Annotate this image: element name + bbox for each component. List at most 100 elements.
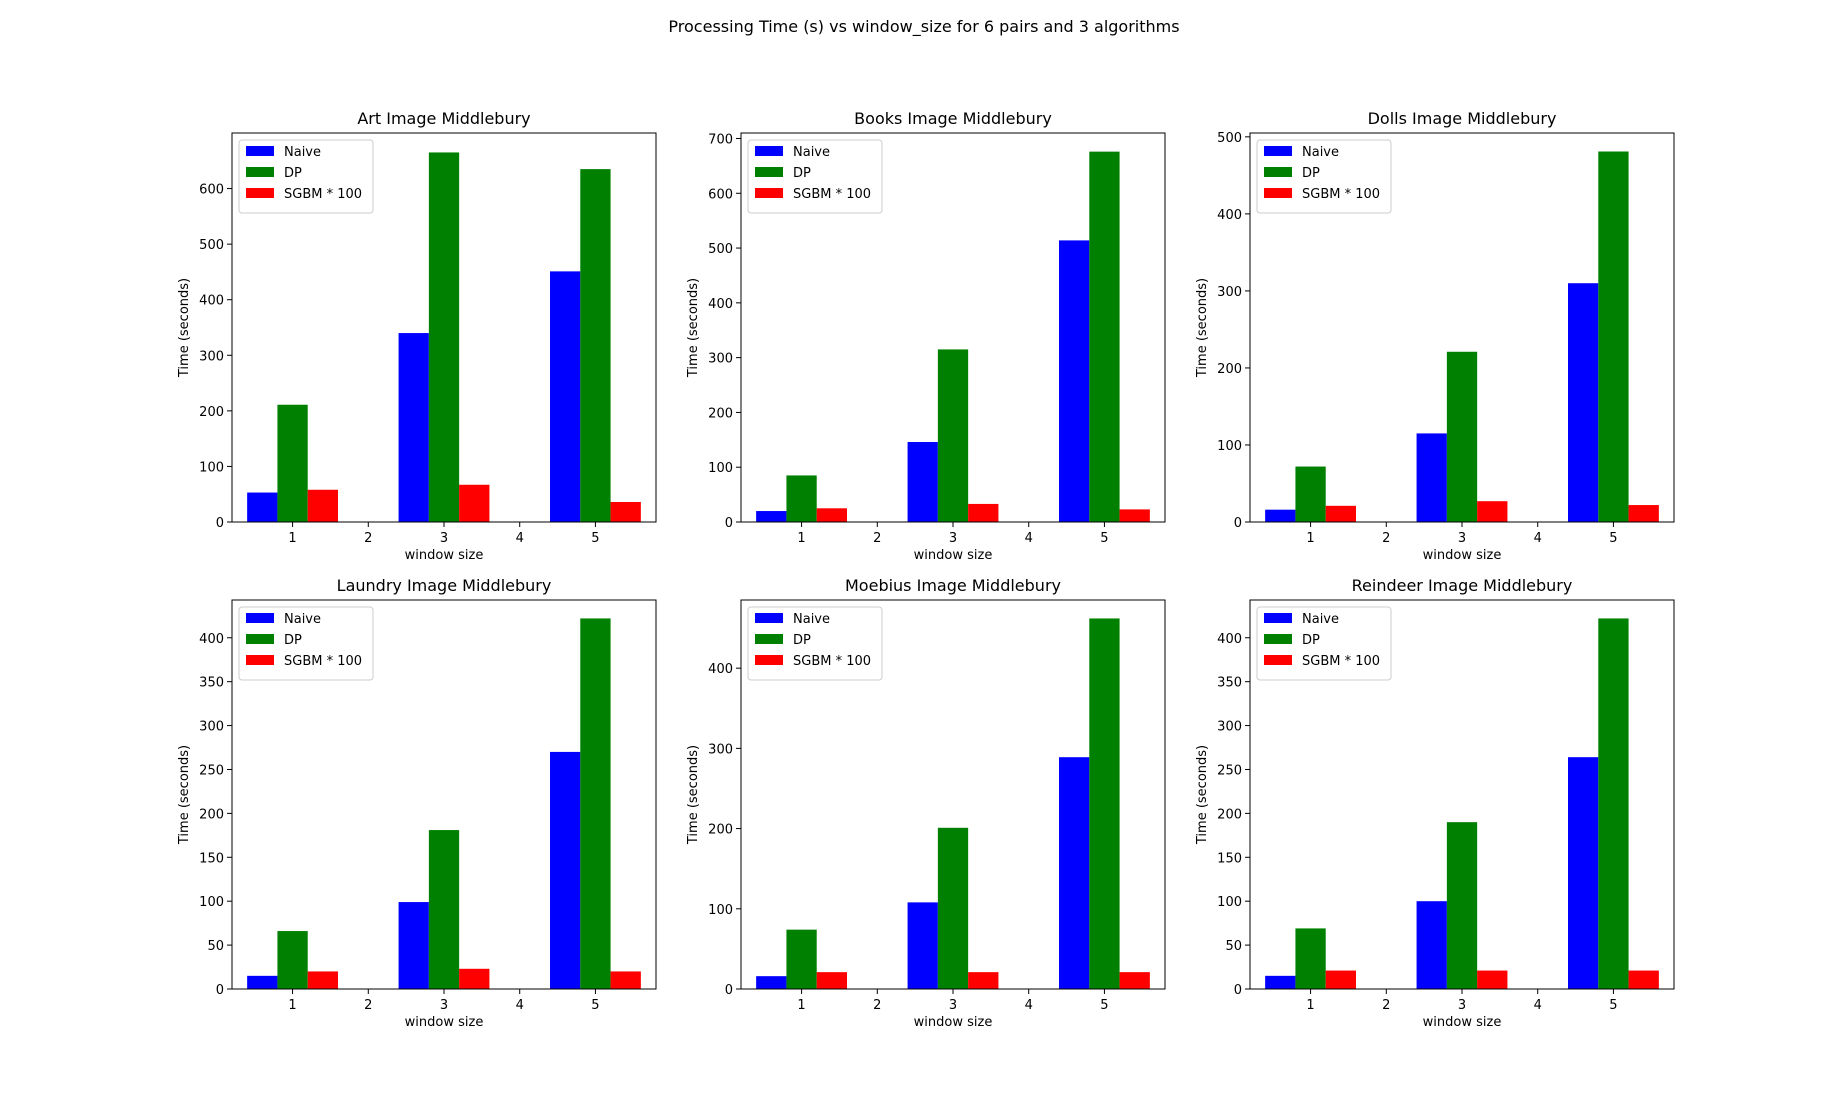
y-axis-label: Time (seconds) [686, 745, 701, 845]
y-tick-label: 200 [199, 807, 224, 822]
bar-naive-3 [398, 333, 429, 522]
x-tick-label: 1 [1306, 531, 1314, 546]
y-tick-label: 200 [199, 405, 224, 420]
legend-label: Naive [284, 145, 321, 160]
bar-sgbm-100-5 [610, 501, 641, 522]
y-tick-label: 100 [1217, 895, 1242, 910]
legend: Naive DP SGBM * 100 [238, 606, 374, 681]
legend-label: SGBM * 100 [1302, 187, 1380, 202]
subplot-title: Moebius Image Middlebury [845, 576, 1061, 595]
subplot-3: 1 2 3 4 5 0 100 200 300 400 500 Dolls Image Middleb… [1195, 109, 1675, 563]
subplot-2: 1 2 3 4 5 0 100 200 300 400 500 600 700 Books Image M… [686, 109, 1166, 563]
y-tick-label: 400 [199, 632, 224, 647]
y-tick-label: 200 [708, 823, 733, 838]
x-tick-label: 2 [1382, 531, 1390, 546]
bar-sgbm-100-1 [307, 971, 338, 989]
y-tick-label: 0 [216, 983, 224, 998]
legend-label: DP [1302, 633, 1320, 648]
bar-dp-3 [1446, 351, 1478, 522]
legend-label: SGBM * 100 [793, 187, 871, 202]
x-tick-label: 4 [516, 998, 524, 1013]
legend-label: DP [284, 166, 302, 181]
y-axis-label: Time (seconds) [1195, 745, 1210, 845]
x-tick-label: 4 [1534, 531, 1542, 546]
legend: Naive DP SGBM * 100 [747, 606, 883, 681]
bar-dp-1 [786, 929, 817, 989]
bar-sgbm-100-5 [1119, 509, 1150, 522]
legend-label: DP [793, 633, 811, 648]
x-tick-label: 1 [1306, 998, 1314, 1013]
legend-label: DP [793, 166, 811, 181]
x-tick-label: 5 [1609, 998, 1617, 1013]
y-tick-label: 200 [1217, 362, 1242, 377]
y-tick-label: 0 [216, 516, 224, 531]
y-axis-label: Time (seconds) [177, 278, 192, 378]
bar-naive-3 [398, 902, 429, 989]
x-tick-label: 3 [1458, 998, 1466, 1013]
legend-label: Naive [793, 145, 830, 160]
x-tick-label: 4 [1025, 531, 1033, 546]
x-tick-label: 5 [1609, 531, 1617, 546]
y-tick-label: 0 [725, 516, 733, 531]
bar-sgbm-100-5 [1628, 970, 1659, 989]
bar-sgbm-100-1 [1325, 970, 1356, 989]
x-tick-label: 1 [288, 531, 296, 546]
legend-label: DP [1302, 166, 1320, 181]
y-tick-label: 300 [708, 742, 733, 757]
y-tick-label: 600 [708, 187, 733, 202]
bar-naive-1 [247, 975, 278, 989]
bar-dp-5 [1089, 618, 1120, 989]
bar-sgbm-100-3 [459, 968, 490, 989]
y-tick-label: 50 [207, 939, 224, 954]
y-tick-label: 200 [708, 406, 733, 421]
legend: Naive DP SGBM * 100 [238, 139, 374, 214]
x-tick-label: 4 [1534, 998, 1542, 1013]
bar-sgbm-100-1 [816, 972, 847, 989]
x-tick-label: 5 [591, 531, 599, 546]
legend-label: Naive [1302, 612, 1339, 627]
x-tick-label: 3 [1458, 531, 1466, 546]
legend-label: SGBM * 100 [284, 654, 362, 669]
x-tick-label: 2 [364, 531, 372, 546]
legend-swatch-sgbm-100 [246, 188, 274, 198]
legend-swatch-sgbm-100 [1264, 655, 1292, 665]
y-tick-label: 0 [725, 983, 733, 998]
y-tick-label: 400 [199, 294, 224, 309]
legend-label: SGBM * 100 [284, 187, 362, 202]
legend-swatch-dp [1264, 634, 1292, 644]
y-tick-label: 350 [199, 676, 224, 691]
legend-swatch-sgbm-100 [755, 188, 783, 198]
y-tick-label: 150 [199, 851, 224, 866]
y-tick-label: 300 [1217, 720, 1242, 735]
x-tick-label: 4 [1025, 998, 1033, 1013]
bar-dp-3 [428, 152, 460, 522]
x-tick-label: 5 [591, 998, 599, 1013]
bar-sgbm-100-1 [307, 489, 338, 522]
x-tick-label: 2 [873, 998, 881, 1013]
legend-swatch-sgbm-100 [246, 655, 274, 665]
legend-swatch-dp [755, 167, 783, 177]
y-tick-label: 0 [1234, 516, 1242, 531]
y-tick-label: 500 [199, 238, 224, 253]
x-axis-label: window size [914, 548, 993, 563]
bar-naive-5 [1059, 757, 1090, 989]
subplot-title: Books Image Middlebury [854, 109, 1052, 128]
legend-swatch-dp [1264, 167, 1292, 177]
y-tick-label: 400 [1217, 632, 1242, 647]
subplot-1: 1 2 3 4 5 0 100 200 300 400 500 600 Art Image Middle… [177, 109, 657, 563]
bar-sgbm-100-1 [816, 508, 847, 522]
x-axis-label: window size [1423, 1015, 1502, 1030]
y-tick-label: 300 [708, 352, 733, 367]
x-tick-label: 3 [949, 998, 957, 1013]
y-tick-label: 250 [1217, 763, 1242, 778]
y-tick-label: 300 [199, 720, 224, 735]
bar-naive-5 [1568, 283, 1599, 522]
y-tick-label: 0 [1234, 983, 1242, 998]
legend-swatch-dp [246, 634, 274, 644]
y-axis-label: Time (seconds) [177, 745, 192, 845]
bar-dp-3 [428, 830, 460, 989]
bar-dp-3 [1446, 822, 1478, 989]
